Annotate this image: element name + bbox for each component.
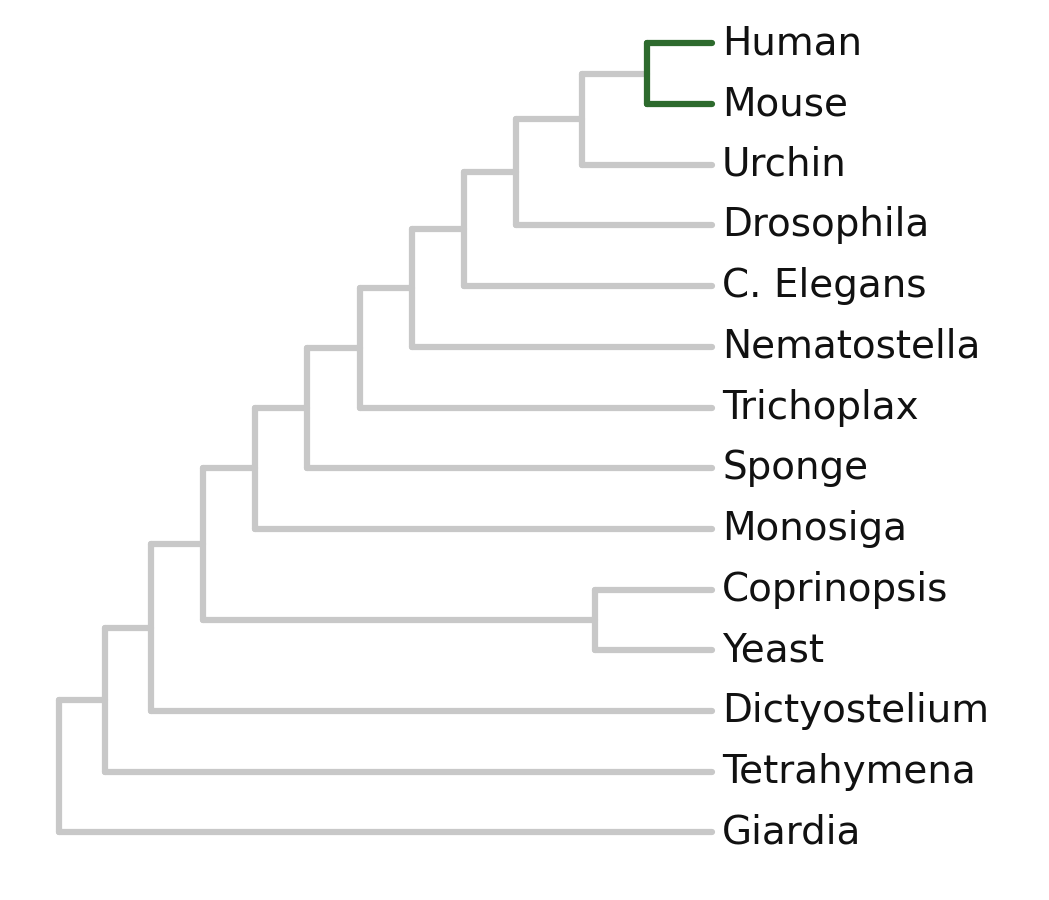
- Text: Yeast: Yeast: [722, 631, 825, 670]
- Text: Drosophila: Drosophila: [722, 206, 929, 245]
- Text: Coprinopsis: Coprinopsis: [722, 571, 948, 608]
- Text: Mouse: Mouse: [722, 86, 848, 123]
- Text: Urchin: Urchin: [722, 146, 847, 184]
- Text: Human: Human: [722, 24, 862, 62]
- Text: Monosiga: Monosiga: [722, 510, 907, 548]
- Text: Nematostella: Nematostella: [722, 328, 981, 365]
- Text: Trichoplax: Trichoplax: [722, 389, 919, 427]
- Text: C. Elegans: C. Elegans: [722, 267, 926, 305]
- Text: Giardia: Giardia: [722, 814, 861, 851]
- Text: Sponge: Sponge: [722, 449, 869, 487]
- Text: Tetrahymena: Tetrahymena: [722, 752, 976, 791]
- Text: Dictyostelium: Dictyostelium: [722, 692, 989, 730]
